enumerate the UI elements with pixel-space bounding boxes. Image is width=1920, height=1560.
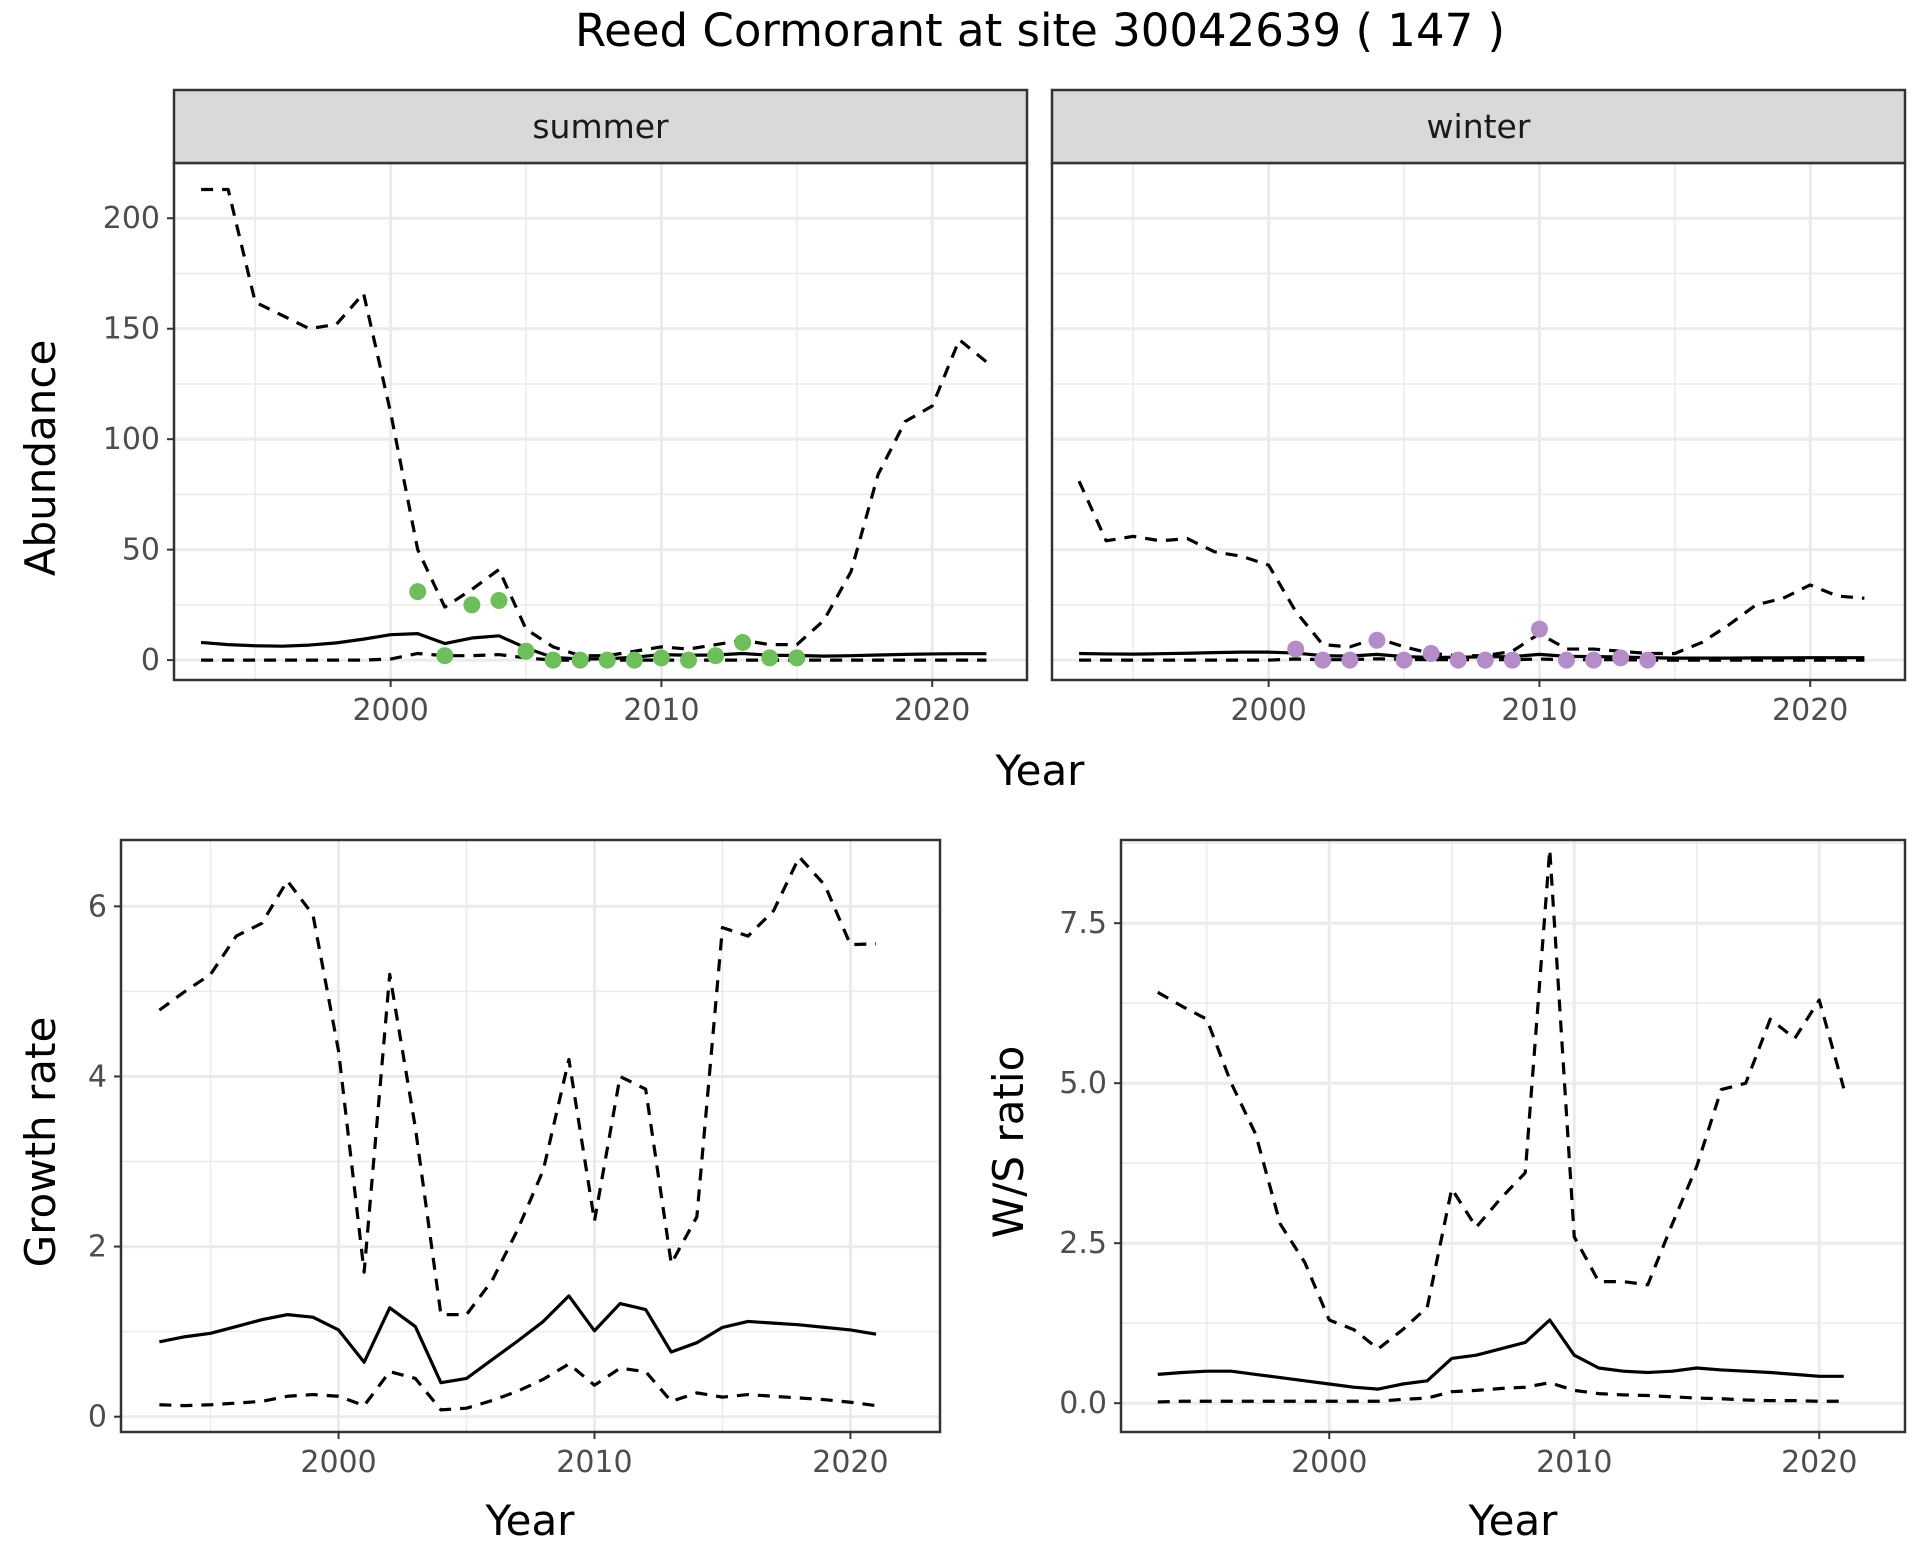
y-tick-label: 6 xyxy=(88,889,107,924)
series-group xyxy=(200,187,988,669)
data-point xyxy=(1449,651,1467,669)
x-tick-label: 2010 xyxy=(556,1445,632,1480)
series-group xyxy=(158,855,877,1412)
growth-y-axis-title: Growth rate xyxy=(16,1017,65,1268)
panel-border xyxy=(1119,838,1907,1434)
x-tick-label: 2010 xyxy=(1536,1445,1612,1480)
ratio-x-axis-title: Year xyxy=(1468,1496,1559,1545)
data-point xyxy=(517,642,535,660)
data-point xyxy=(1530,620,1548,638)
data-point xyxy=(761,649,779,667)
data-point xyxy=(598,651,616,669)
y-tick-label: 7.5 xyxy=(1059,906,1107,941)
panel-growth: 2000 2010 2020 0 2 4 6 xyxy=(88,838,942,1480)
interval-line xyxy=(158,855,877,1317)
plot-background xyxy=(121,840,940,1432)
x-tick-label: 2020 xyxy=(812,1445,888,1480)
data-point xyxy=(1287,640,1305,658)
data-point xyxy=(1585,651,1603,669)
data-point xyxy=(1368,631,1386,649)
data-point xyxy=(625,651,643,669)
y-tick-label: 5.0 xyxy=(1059,1066,1107,1101)
chart-title: Reed Cormorant at site 30042639 ( 147 ) xyxy=(575,4,1505,57)
data-point xyxy=(1422,644,1440,662)
y-tick-label: 4 xyxy=(88,1059,107,1094)
panel-border xyxy=(119,838,942,1434)
x-tick-label: 2020 xyxy=(894,693,970,728)
abundance-y-axis-title: Abundance xyxy=(16,340,65,577)
facet-strip xyxy=(172,88,1029,165)
x-tick-label: 2000 xyxy=(352,693,428,728)
data-point xyxy=(1341,651,1359,669)
interval-line xyxy=(1156,847,1846,1351)
trend-line xyxy=(200,632,987,661)
data-point xyxy=(1476,651,1494,669)
plot-background xyxy=(1052,163,1905,680)
y-tick-label: 0 xyxy=(141,643,160,678)
y-tick-label: 200 xyxy=(103,201,160,236)
data-point xyxy=(544,651,562,669)
y-tick-label: 0 xyxy=(88,1400,107,1435)
interval-line xyxy=(201,651,987,662)
facet-label: winter xyxy=(1427,107,1531,146)
x-tick-label: 2000 xyxy=(300,1445,376,1480)
x-tick-label: 2000 xyxy=(1230,693,1306,728)
data-point xyxy=(1558,651,1576,669)
series-group xyxy=(1156,847,1846,1404)
interval-line xyxy=(1077,480,1865,658)
trend-line xyxy=(1079,650,1865,660)
growth-x-axis-title: Year xyxy=(485,1496,576,1545)
interval-line xyxy=(1157,1381,1844,1404)
data-point xyxy=(1503,651,1521,669)
facet-strip xyxy=(1050,88,1907,165)
data-point xyxy=(409,583,427,601)
data-point xyxy=(1612,649,1630,667)
y-tick-label: 2.5 xyxy=(1059,1226,1107,1261)
data-point xyxy=(652,649,670,667)
x-tick-label: 2020 xyxy=(1781,1445,1857,1480)
panel-summer: 2000 2010 2020 0 50 100 150 200 summer xyxy=(103,88,1029,728)
data-point xyxy=(463,596,481,614)
abundance-x-axis-title: Year xyxy=(995,746,1086,795)
y-tick-label: 0.0 xyxy=(1059,1386,1107,1421)
plot-background xyxy=(174,163,1027,680)
data-point xyxy=(1314,651,1332,669)
y-tick-label: 100 xyxy=(103,422,160,457)
y-tick-label: 2 xyxy=(88,1230,107,1265)
data-point xyxy=(436,647,454,665)
interval-line xyxy=(1079,657,1865,662)
data-point xyxy=(490,591,508,609)
x-tick-label: 2010 xyxy=(623,693,699,728)
trend-line xyxy=(1157,1318,1844,1391)
y-tick-label: 150 xyxy=(103,312,160,347)
trend-line xyxy=(159,1294,877,1385)
interval-line xyxy=(201,187,988,658)
series-group xyxy=(1077,480,1865,669)
data-point xyxy=(734,633,752,651)
panel-ratio: 2000 2010 2020 0.0 2.5 5.0 7.5 xyxy=(1059,838,1907,1480)
x-tick-label: 2010 xyxy=(1501,693,1577,728)
x-tick-label: 2000 xyxy=(1291,1445,1367,1480)
data-point xyxy=(1395,651,1413,669)
panel-winter: 2000 2010 2020 winter xyxy=(1050,88,1907,728)
data-point xyxy=(1639,651,1657,669)
data-point xyxy=(680,651,698,669)
data-point xyxy=(707,647,725,665)
y-tick-label: 50 xyxy=(122,533,160,568)
data-point xyxy=(571,651,589,669)
plot-background xyxy=(1121,840,1905,1432)
data-point xyxy=(788,649,806,667)
x-tick-label: 2020 xyxy=(1772,693,1848,728)
facet-label: summer xyxy=(532,107,669,146)
ratio-y-axis-title: W/S ratio xyxy=(984,1046,1033,1239)
